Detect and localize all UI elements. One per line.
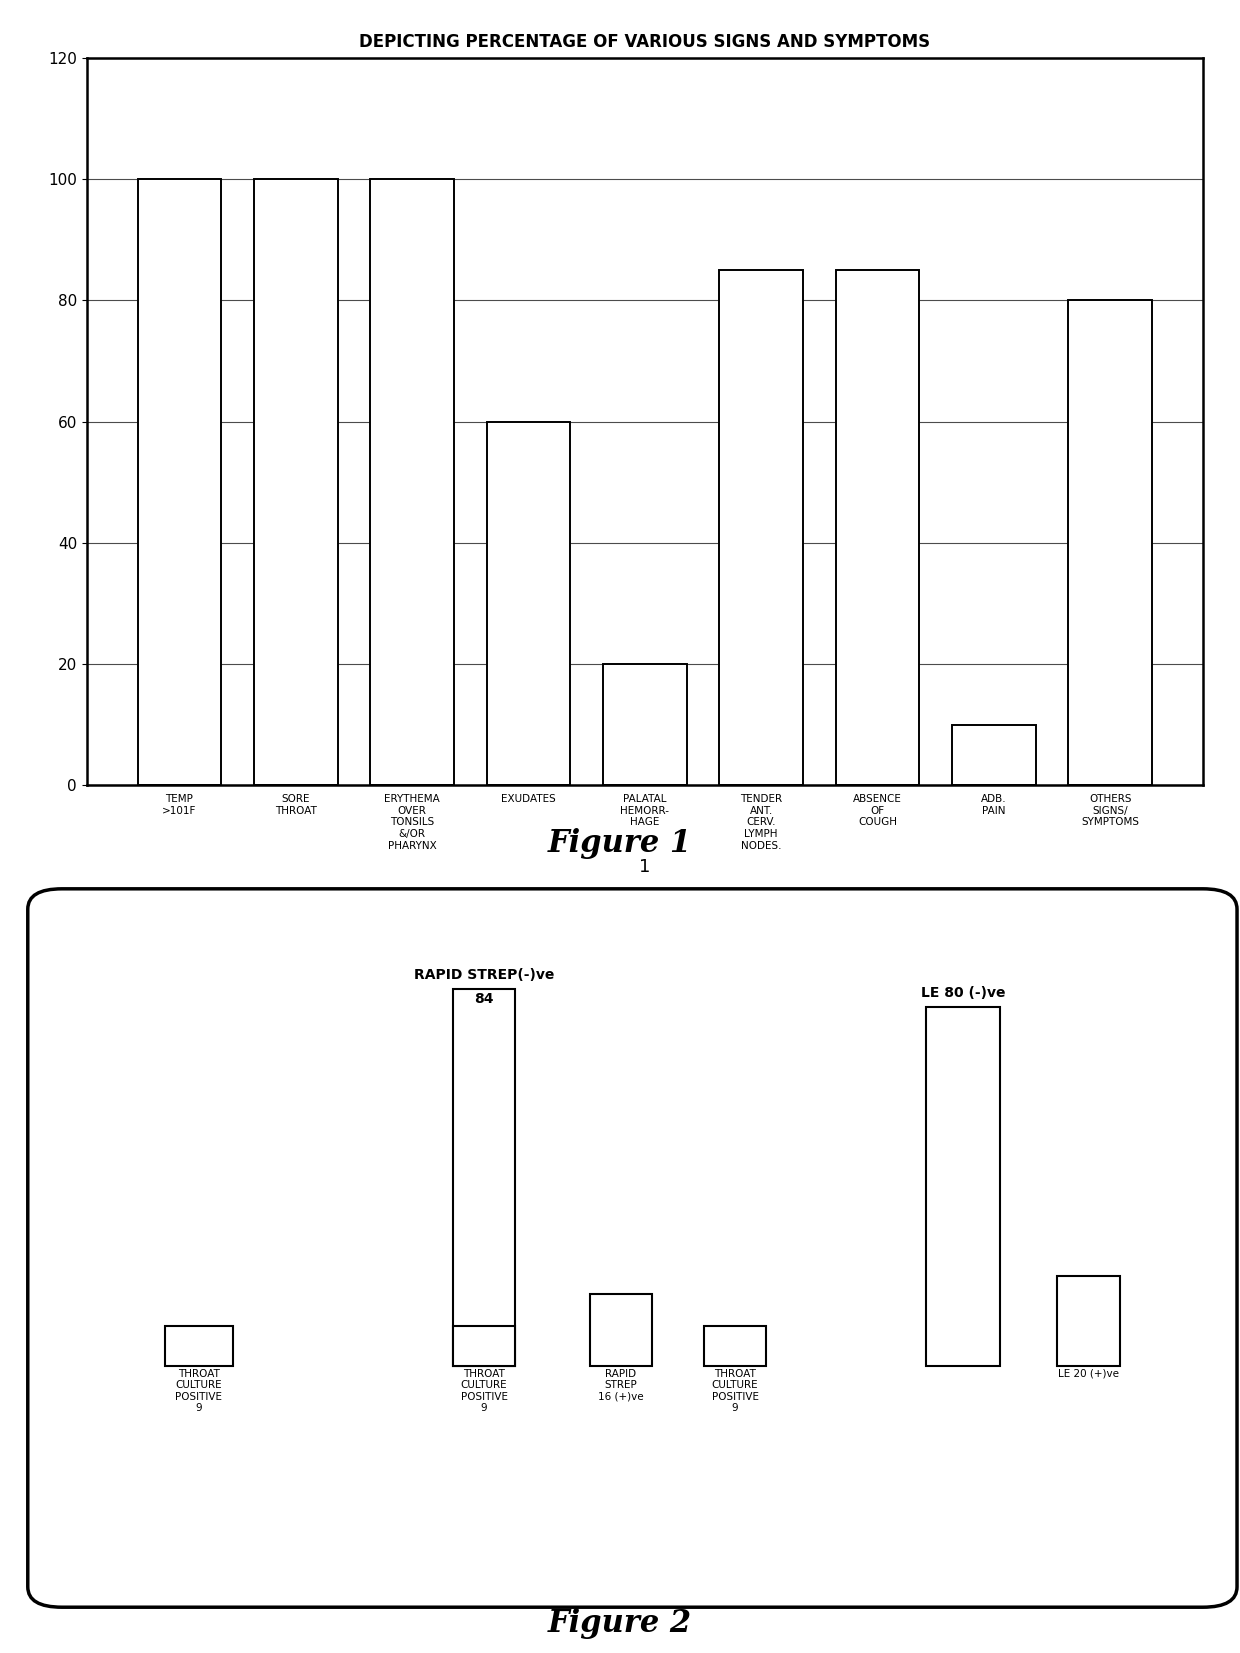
Bar (453, 1326, 516, 1365)
X-axis label: 1: 1 (639, 858, 651, 876)
Bar (1058, 1276, 1120, 1365)
Bar (138, 179, 221, 785)
Text: RAPID
STREP
16 (+)ve: RAPID STREP 16 (+)ve (598, 1369, 644, 1402)
Text: Figure 2: Figure 2 (548, 1608, 692, 1638)
Bar (1069, 301, 1152, 785)
Text: RAPID STREP(-)ve: RAPID STREP(-)ve (414, 969, 554, 982)
Bar (453, 990, 516, 1365)
Bar (590, 1294, 652, 1365)
Bar (254, 179, 337, 785)
Text: LE 80 (-)ve: LE 80 (-)ve (921, 985, 1006, 1000)
Bar (603, 665, 687, 785)
Text: THROAT
CULTURE
POSITIVE
9: THROAT CULTURE POSITIVE 9 (175, 1369, 222, 1413)
Text: LE 20 (+)ve: LE 20 (+)ve (1058, 1369, 1120, 1379)
Bar (165, 1326, 233, 1365)
Text: Figure 1: Figure 1 (548, 828, 692, 858)
Title: DEPICTING PERCENTAGE OF VARIOUS SIGNS AND SYMPTOMS: DEPICTING PERCENTAGE OF VARIOUS SIGNS AN… (360, 33, 930, 51)
Bar (486, 422, 570, 785)
Bar (719, 269, 804, 785)
Text: THROAT
CULTURE
POSITIVE
9: THROAT CULTURE POSITIVE 9 (460, 1369, 507, 1413)
Bar (926, 1007, 1001, 1365)
FancyBboxPatch shape (27, 889, 1238, 1607)
Bar (704, 1326, 766, 1365)
Bar (836, 269, 919, 785)
Bar (952, 724, 1035, 785)
Bar (371, 179, 454, 785)
Text: THROAT
CULTURE
POSITIVE
9: THROAT CULTURE POSITIVE 9 (712, 1369, 759, 1413)
Text: 84: 84 (475, 992, 494, 1007)
